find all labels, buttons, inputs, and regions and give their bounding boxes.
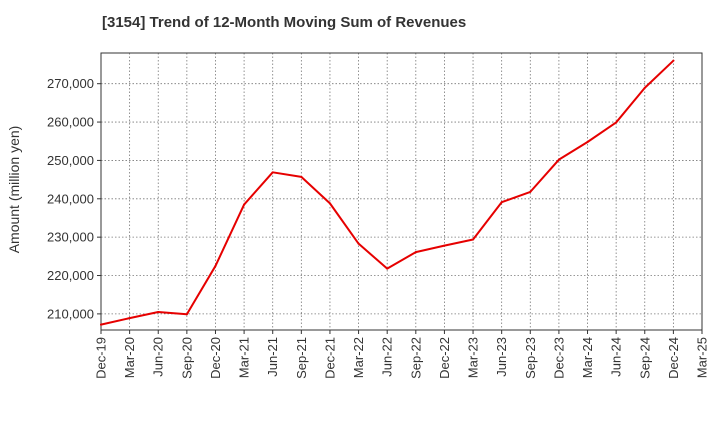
x-tick-label: Dec-23 (551, 337, 566, 379)
x-tick-label: Sep-24 (637, 337, 652, 379)
data-point (672, 59, 675, 62)
data-point (128, 317, 131, 320)
y-tick-label: 260,000 (47, 115, 94, 130)
y-tick-label: 250,000 (47, 153, 94, 168)
data-point (185, 313, 188, 316)
data-point (529, 190, 532, 193)
x-tick-label: Dec-19 (94, 337, 109, 379)
y-tick-label: 270,000 (47, 76, 94, 91)
data-point (157, 310, 160, 313)
x-tick-label: Jun-23 (494, 337, 509, 377)
data-point (300, 175, 303, 178)
chart-title: [3154] Trend of 12-Month Moving Sum of R… (102, 14, 467, 31)
data-point (100, 323, 102, 326)
y-axis-label: Amount (million yen) (6, 126, 22, 254)
y-tick-label: 230,000 (47, 230, 94, 245)
data-point (500, 201, 503, 204)
x-tick-label: Jun-22 (380, 337, 395, 377)
x-tick-label: Mar-20 (122, 337, 137, 378)
x-tick-label: Sep-23 (523, 337, 538, 379)
data-point (557, 158, 560, 161)
x-tick-label: Mar-25 (695, 337, 710, 378)
plot-frame (100, 52, 703, 331)
data-point (643, 86, 646, 89)
y-tick-label: 210,000 (47, 306, 94, 321)
x-tick-label: Dec-21 (322, 337, 337, 379)
x-tick-label: Sep-22 (408, 337, 423, 379)
data-point (386, 267, 389, 270)
y-tick-label: 240,000 (47, 191, 94, 206)
x-tick-label: Jun-21 (265, 337, 280, 377)
y-tick-label: 220,000 (47, 268, 94, 283)
x-tick-label: Sep-21 (294, 337, 309, 379)
x-tick-label: Dec-24 (666, 337, 681, 379)
data-point (414, 251, 417, 254)
x-tick-label: Jun-24 (609, 337, 624, 377)
x-tick-label: Sep-20 (179, 337, 194, 379)
x-tick-label: Mar-24 (580, 337, 595, 378)
x-tick-label: Dec-20 (208, 337, 223, 379)
data-point (472, 238, 475, 241)
data-point (271, 171, 274, 174)
data-point (214, 264, 217, 267)
data-point (586, 141, 589, 144)
x-tick-label: Mar-23 (466, 337, 481, 378)
data-point (615, 121, 618, 124)
data-point (243, 203, 246, 206)
x-tick-label: Mar-21 (237, 337, 252, 378)
data-point (357, 242, 360, 245)
data-point (328, 202, 331, 205)
plot-area (101, 53, 702, 330)
x-tick-label: Dec-22 (437, 337, 452, 379)
data-point (443, 244, 446, 247)
x-tick-label: Mar-22 (351, 337, 366, 378)
x-tick-label: Jun-20 (151, 337, 166, 377)
